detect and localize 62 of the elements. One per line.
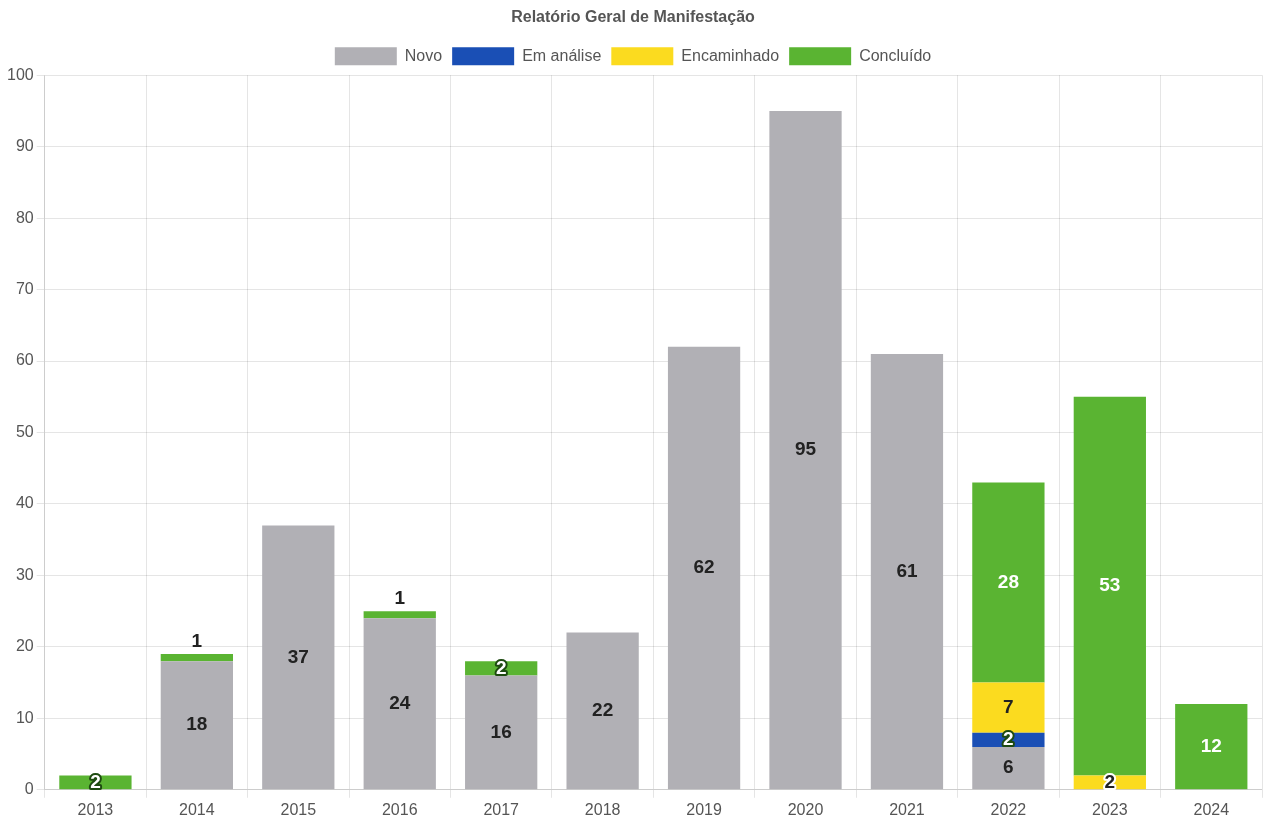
data-label: 18 — [186, 713, 208, 735]
y-tick-label: 90 — [15, 137, 34, 155]
x-tick-label: 2015 — [280, 800, 317, 818]
bar — [769, 110, 842, 790]
legend-label: Concluído — [859, 46, 932, 64]
data-label: 22 — [592, 699, 614, 721]
data-label: 6 — [1003, 756, 1014, 778]
x-tick-label: 2017 — [483, 800, 520, 818]
bar — [972, 746, 1045, 790]
bar — [160, 661, 233, 790]
x-tick-label: 2014 — [179, 800, 215, 818]
chart-title: Relatório Geral de Manifestação — [511, 8, 756, 26]
bar — [1073, 396, 1146, 776]
y-tick-label: 10 — [15, 708, 34, 726]
bar — [667, 346, 741, 790]
data-label: 37 — [287, 645, 309, 667]
data-label: 95 — [794, 438, 817, 460]
legend-label: Encaminhado — [681, 46, 780, 64]
y-tick-label: 70 — [15, 279, 34, 297]
y-tick-label: 0 — [24, 780, 34, 798]
x-tick-label: 2018 — [584, 800, 621, 818]
bar — [262, 525, 335, 790]
x-tick-label: 2024 — [1193, 800, 1230, 818]
x-tick-label: 2020 — [787, 800, 824, 818]
y-tick-label: 60 — [15, 351, 34, 369]
x-tick-label: 2021 — [889, 800, 925, 818]
y-tick-label: 20 — [15, 637, 34, 655]
bar — [972, 682, 1045, 733]
bar — [1175, 704, 1248, 790]
y-tick-label: 40 — [15, 494, 34, 512]
data-label: 7 — [1003, 695, 1014, 717]
bar — [363, 611, 436, 619]
y-tick-label: 50 — [15, 422, 34, 440]
y-tick-label: 100 — [6, 65, 34, 83]
data-label: 2 — [1104, 770, 1116, 792]
legend-label: Novo — [404, 46, 443, 64]
x-tick-label: 2016 — [381, 800, 418, 818]
data-label: 28 — [997, 570, 1019, 592]
data-label: 1 — [191, 629, 203, 651]
bar — [870, 353, 944, 790]
bar — [972, 482, 1045, 683]
data-label: 2 — [90, 770, 101, 792]
bar — [566, 632, 639, 790]
data-label: 61 — [896, 559, 918, 581]
data-label: 24 — [389, 692, 411, 714]
y-tick-label: 80 — [15, 208, 34, 226]
data-label: 2 — [1003, 728, 1014, 750]
x-tick-label: 2013 — [77, 800, 114, 818]
bar — [160, 654, 233, 662]
x-tick-label: 2023 — [1092, 800, 1128, 818]
y-tick-label: 30 — [15, 565, 34, 583]
data-label: 53 — [1099, 574, 1121, 596]
data-label: 62 — [693, 556, 715, 578]
x-tick-label: 2019 — [686, 800, 722, 818]
bar — [363, 618, 436, 790]
data-label: 2 — [495, 656, 507, 678]
bar — [465, 675, 538, 790]
data-label: 1 — [394, 586, 406, 608]
data-label: 16 — [490, 720, 512, 742]
x-tick-label: 2022 — [990, 800, 1027, 818]
legend-label: Em análise — [522, 46, 602, 64]
data-label: 12 — [1200, 734, 1222, 756]
